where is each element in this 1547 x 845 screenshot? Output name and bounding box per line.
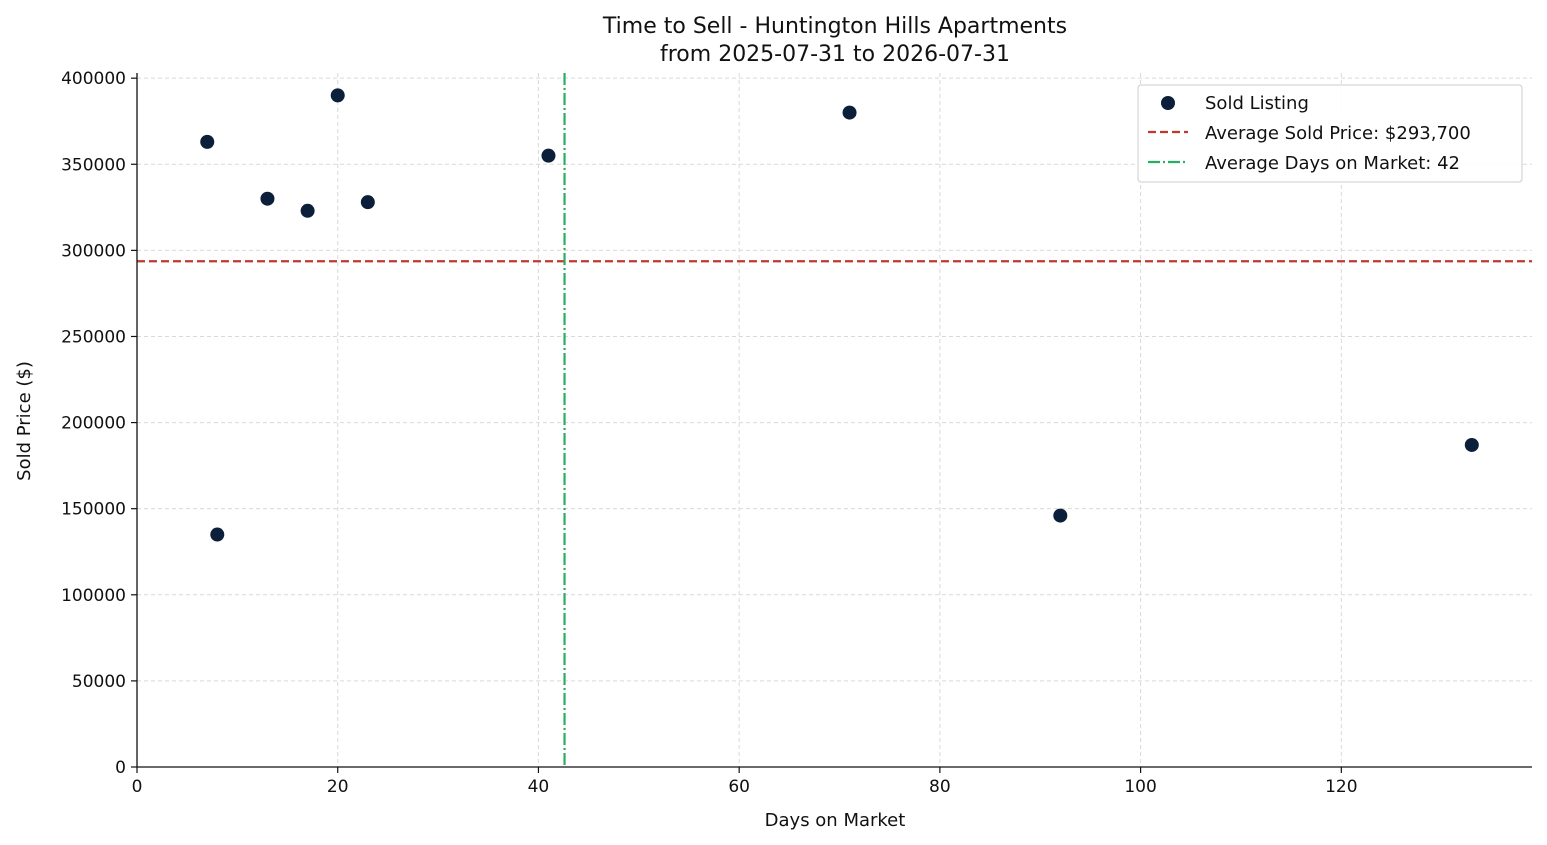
y-tick-label-0: 0 — [115, 758, 126, 778]
data-point-2 — [260, 191, 275, 206]
chart-title: Time to Sell - Huntington Hills Apartmen… — [602, 14, 1067, 39]
legend: Sold Listing Average Sold Price: $293,70… — [1137, 84, 1523, 183]
reference-lines — [137, 73, 1532, 767]
x-tick-label-0: 0 — [132, 777, 143, 797]
y-tick-label-8: 400000 — [61, 69, 126, 89]
x-tick-label-4: 80 — [929, 777, 951, 797]
data-point-4 — [330, 88, 345, 103]
x-tick-label-6: 120 — [1325, 777, 1357, 797]
data-point-0 — [200, 134, 215, 149]
y-tick-label-4: 200000 — [61, 414, 126, 434]
data-points — [200, 88, 1479, 542]
y-axis-ticks: 0 50000 100000 150000 200000 250000 300000 3500… — [61, 69, 137, 778]
x-tick-label-3: 60 — [728, 777, 750, 797]
legend-label-avg-price: Average Sold Price: $293,700 — [1205, 123, 1471, 144]
y-tick-label-3: 150000 — [61, 500, 126, 520]
data-point-8 — [1053, 508, 1068, 523]
legend-box — [1137, 84, 1523, 183]
x-axis-label: Days on Market — [765, 810, 906, 831]
legend-label-sold-listing: Sold Listing — [1205, 93, 1309, 114]
legend-marker-sold-listing — [1161, 96, 1175, 110]
data-point-5 — [360, 195, 375, 210]
x-tick-label-5: 100 — [1124, 777, 1156, 797]
y-tick-label-2: 100000 — [61, 586, 126, 606]
y-tick-label-5: 250000 — [61, 327, 126, 347]
data-point-7 — [842, 105, 857, 120]
legend-label-avg-days: Average Days on Market: 42 — [1205, 153, 1460, 174]
chart-subtitle: from 2025-07-31 to 2026-07-31 — [660, 42, 1010, 67]
data-point-6 — [541, 148, 556, 163]
x-tick-label-2: 40 — [528, 777, 550, 797]
y-tick-label-6: 300000 — [61, 241, 126, 261]
y-tick-label-7: 350000 — [61, 155, 126, 175]
y-axis-label: Sold Price ($) — [14, 361, 35, 481]
y-tick-label-1: 50000 — [72, 672, 126, 692]
data-point-9 — [1464, 437, 1479, 452]
axes — [136, 73, 1532, 768]
x-tick-label-1: 20 — [327, 777, 349, 797]
data-point-1 — [210, 527, 225, 542]
x-axis-ticks: 0 20 40 60 80 100 120 — [132, 767, 1358, 797]
data-point-3 — [300, 203, 315, 218]
